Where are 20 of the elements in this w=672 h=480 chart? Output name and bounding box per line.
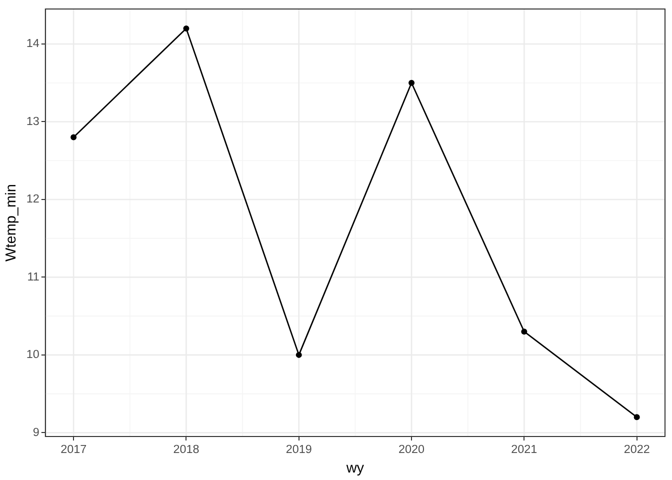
point <box>408 80 415 86</box>
x-tick-label: 2020 <box>398 442 426 456</box>
y-tick-label: 12 <box>26 192 40 206</box>
y-tick-label: 11 <box>27 270 40 284</box>
point <box>634 414 640 420</box>
x-axis-title: wy <box>345 460 365 476</box>
point <box>70 134 77 140</box>
x-tick-label: 2017 <box>60 442 87 456</box>
y-tick-label: 9 <box>32 426 40 439</box>
point <box>521 328 528 335</box>
y-axis-title: Wtemp_min <box>4 184 20 262</box>
x-tick-label: 2019 <box>286 442 312 456</box>
y-tick-label: 14 <box>26 37 40 50</box>
y-tick-label: 13 <box>26 114 40 128</box>
point <box>183 25 190 32</box>
x-tick-label: 2021 <box>511 442 538 456</box>
x-tick-label: 2018 <box>173 442 200 456</box>
x-tick-label: 2022 <box>624 442 650 456</box>
point <box>296 352 302 358</box>
y-tick-label: 10 <box>26 348 40 362</box>
